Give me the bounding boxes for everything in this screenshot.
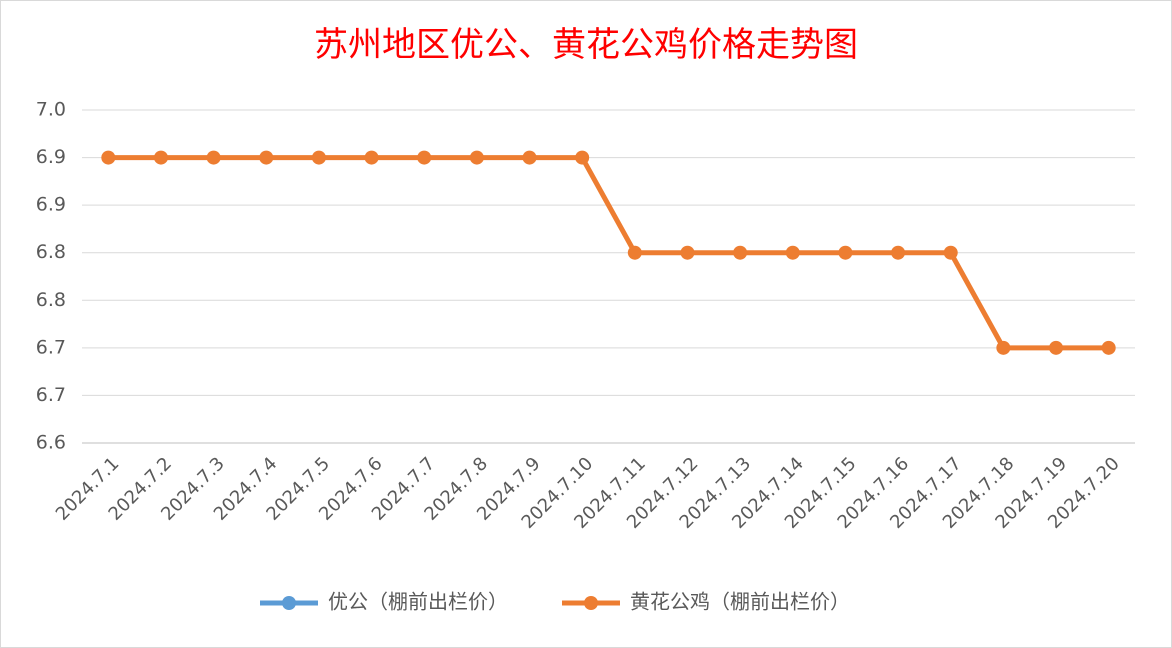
data-point	[680, 245, 695, 260]
y-tick-label: 6.8	[36, 289, 66, 311]
data-point	[364, 150, 379, 165]
y-tick-label: 6.9	[36, 146, 66, 168]
data-point	[206, 150, 221, 165]
data-point	[522, 150, 537, 165]
data-point	[943, 245, 958, 260]
y-tick-label: 6.7	[36, 384, 66, 406]
legend-marker	[584, 596, 598, 610]
data-point	[417, 150, 432, 165]
data-point	[575, 150, 590, 165]
data-point	[101, 150, 116, 165]
data-point	[785, 245, 800, 260]
y-tick-label: 6.8	[36, 241, 66, 263]
data-point	[153, 150, 168, 165]
data-point	[469, 150, 484, 165]
data-point	[259, 150, 274, 165]
series-line	[108, 155, 1109, 351]
y-tick-label: 6.9	[36, 194, 66, 216]
data-point	[838, 245, 853, 260]
legend-marker	[282, 596, 296, 610]
data-point	[1049, 340, 1064, 355]
data-point	[627, 245, 642, 260]
chart-title: 苏州地区优公、黄花公鸡价格走势图	[314, 25, 858, 65]
data-point	[891, 245, 906, 260]
legend-label: 优公（棚前出栏价）	[328, 590, 508, 614]
data-point	[996, 340, 1011, 355]
y-tick-label: 6.7	[36, 336, 66, 358]
legend-label: 黄花公鸡（棚前出栏价）	[630, 590, 850, 614]
y-tick-label: 7.0	[36, 99, 66, 121]
y-tick-label: 6.6	[36, 432, 66, 454]
data-point	[733, 245, 748, 260]
data-point	[311, 150, 326, 165]
data-point	[1101, 340, 1116, 355]
